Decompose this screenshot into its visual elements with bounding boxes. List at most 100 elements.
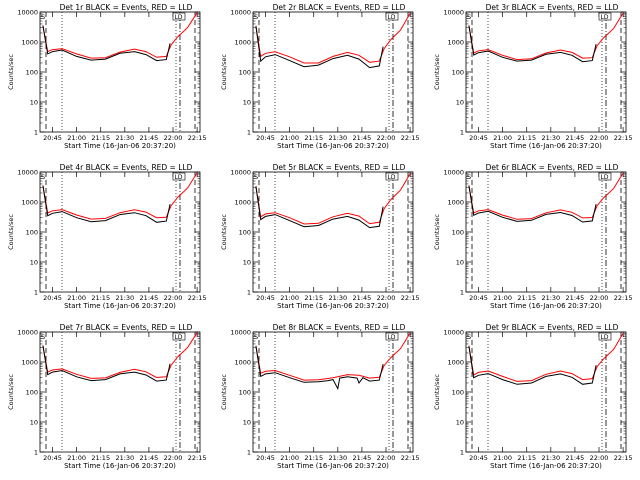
x-tick-label: 21:30 xyxy=(541,294,560,302)
ld-label-box xyxy=(598,12,612,21)
panel-title: Det 3r BLACK = Events, RED = LLD xyxy=(486,3,619,12)
lld-series-line xyxy=(468,12,624,61)
y-tick-label: 1 xyxy=(247,129,251,137)
x-tick-label: 22:00 xyxy=(377,294,396,302)
y-axis-label: Counts/sec xyxy=(7,374,15,410)
detector-panel: Det 7r BLACK = Events, RED = LLD 1 10 100 10… xyxy=(7,323,206,470)
marker-label-ld: LD xyxy=(601,14,609,21)
x-tick-label: 21:30 xyxy=(541,134,560,142)
detector-panel: Det 4r BLACK = Events, RED = LLD 1 10 100 10… xyxy=(7,163,206,310)
x-tick-label: 22:15 xyxy=(401,294,420,302)
panel-title: Det 6r BLACK = Events, RED = LLD xyxy=(486,163,619,172)
x-tick-label: 21:45 xyxy=(353,454,372,462)
lld-series-line xyxy=(42,332,198,379)
y-tick-label: 100 xyxy=(26,69,38,77)
detector-panel: Det 2r BLACK = Events, RED = LLD 1 10 100 10… xyxy=(220,3,419,150)
y-tick-label: 10 xyxy=(243,99,251,107)
x-tick-label: 21:30 xyxy=(328,294,347,302)
x-tick-label: 21:00 xyxy=(67,294,86,302)
marker-label-s: S xyxy=(41,13,45,21)
x-tick-label: 20:45 xyxy=(43,294,62,302)
y-tick-label: 1000 xyxy=(21,199,38,207)
x-tick-label: 21:30 xyxy=(541,454,560,462)
y-tick-label: 1000 xyxy=(447,39,464,47)
x-axis-label: Start Time (16-Jan-06 20:37:20) xyxy=(64,142,176,150)
y-tick-label: 100 xyxy=(26,229,38,237)
events-series-line xyxy=(42,185,171,223)
y-tick-label: 10 xyxy=(243,419,251,427)
ld-label-box xyxy=(385,332,399,341)
x-tick-label: 21:45 xyxy=(140,454,159,462)
y-tick-label: 10000 xyxy=(230,329,251,337)
x-tick-label: 21:00 xyxy=(280,134,299,142)
x-tick-label: 21:15 xyxy=(517,134,536,142)
y-tick-label: 10 xyxy=(30,99,38,107)
y-tick-label: 1000 xyxy=(234,359,251,367)
lld-series-line xyxy=(255,332,411,381)
x-tick-label: 21:45 xyxy=(140,134,159,142)
y-tick-label: 10000 xyxy=(443,329,464,337)
detector-panel: Det 3r BLACK = Events, RED = LLD 1 10 100 10… xyxy=(433,3,632,150)
y-tick-label: 10000 xyxy=(17,169,38,177)
marker-label-s: S xyxy=(254,13,258,21)
events-series-line xyxy=(468,346,597,385)
detector-panel: Det 9r BLACK = Events, RED = LLD 1 10 100 10… xyxy=(433,323,632,470)
lld-series-line xyxy=(255,13,411,64)
y-axis-label: Counts/sec xyxy=(433,54,441,90)
panel-title: Det 8r BLACK = Events, RED = LLD xyxy=(273,323,406,332)
lld-series-line xyxy=(255,173,411,225)
y-axis-label: Counts/sec xyxy=(220,374,228,410)
marker-label-s: S xyxy=(41,333,45,341)
detector-panel: Det 1r BLACK = Events, RED = LLD 1 10 100 10… xyxy=(7,3,206,150)
x-tick-label: 21:30 xyxy=(328,454,347,462)
y-tick-label: 10000 xyxy=(230,9,251,17)
x-axis-label: Start Time (16-Jan-06 20:37:20) xyxy=(277,302,389,310)
y-tick-label: 100 xyxy=(239,69,251,77)
y-tick-label: 100 xyxy=(26,389,38,397)
y-tick-label: 1000 xyxy=(447,359,464,367)
y-tick-label: 100 xyxy=(452,229,464,237)
y-axis-label: Counts/sec xyxy=(433,214,441,250)
x-tick-label: 20:45 xyxy=(43,134,62,142)
x-tick-label: 21:15 xyxy=(304,454,323,462)
marker-label-s: S xyxy=(254,333,258,341)
y-axis-label: Counts/sec xyxy=(433,374,441,410)
x-tick-label: 21:15 xyxy=(91,294,110,302)
ld-label-box xyxy=(172,172,186,181)
x-tick-label: 21:00 xyxy=(67,454,86,462)
lld-series-line xyxy=(42,172,198,220)
x-tick-label: 21:45 xyxy=(566,454,585,462)
x-tick-label: 20:45 xyxy=(469,294,488,302)
x-tick-label: 22:00 xyxy=(164,134,183,142)
x-tick-label: 22:00 xyxy=(377,134,396,142)
x-tick-label: 20:45 xyxy=(256,294,275,302)
marker-label-s: S xyxy=(467,333,471,341)
y-tick-label: 10 xyxy=(456,99,464,107)
detector-panel: Det 8r BLACK = Events, RED = LLD 1 10 100 10… xyxy=(220,323,419,470)
y-tick-label: 10 xyxy=(456,259,464,267)
x-axis-label: Start Time (16-Jan-06 20:37:20) xyxy=(490,462,602,470)
marker-label-s: S xyxy=(254,173,258,181)
marker-label-ld: LD xyxy=(388,14,396,21)
panel-title: Det 5r BLACK = Events, RED = LLD xyxy=(273,163,406,172)
x-tick-label: 21:30 xyxy=(115,134,134,142)
x-tick-label: 21:00 xyxy=(493,134,512,142)
ld-label-box xyxy=(172,12,186,21)
marker-label-ld: LD xyxy=(175,334,183,341)
ld-label-box xyxy=(385,172,399,181)
x-tick-label: 21:30 xyxy=(115,294,134,302)
x-tick-label: 21:15 xyxy=(304,294,323,302)
lld-series-line xyxy=(468,333,624,382)
y-tick-label: 10 xyxy=(30,259,38,267)
marker-label-ld: LD xyxy=(388,174,396,181)
y-tick-label: 1000 xyxy=(447,199,464,207)
y-tick-label: 1 xyxy=(460,129,464,137)
x-tick-label: 21:15 xyxy=(304,134,323,142)
x-axis-label: Start Time (16-Jan-06 20:37:20) xyxy=(490,142,602,150)
marker-label-ld: LD xyxy=(601,174,609,181)
y-axis-label: Counts/sec xyxy=(220,54,228,90)
x-tick-label: 20:45 xyxy=(256,454,275,462)
x-tick-label: 21:45 xyxy=(353,134,372,142)
panel-title: Det 2r BLACK = Events, RED = LLD xyxy=(273,3,406,12)
y-tick-label: 100 xyxy=(239,389,251,397)
